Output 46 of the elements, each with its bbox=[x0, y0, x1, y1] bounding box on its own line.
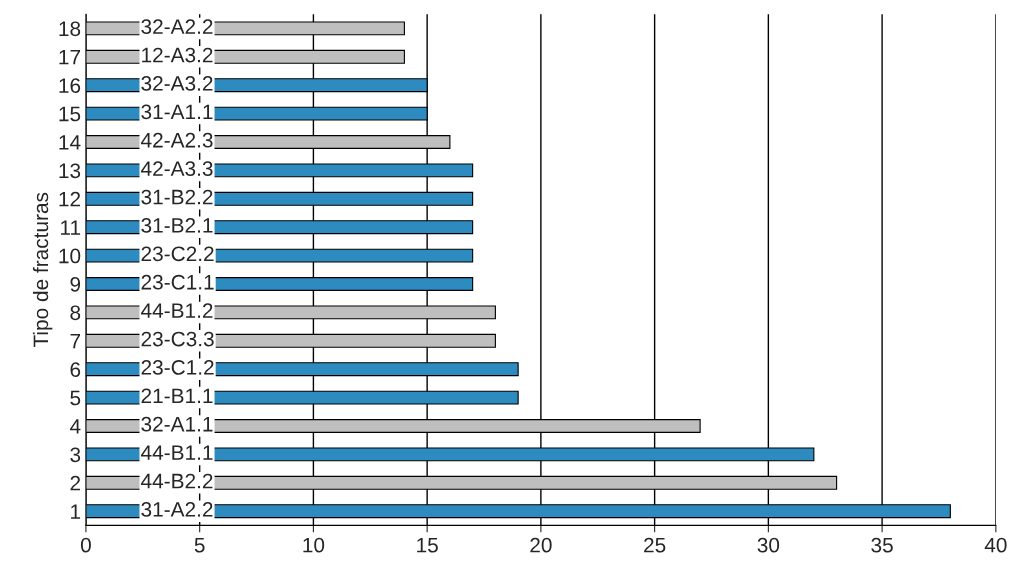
annotation: 42-A3.3 bbox=[141, 161, 213, 176]
annotation: 31-A2.2 bbox=[141, 502, 213, 517]
annotation: 23-C1.2 bbox=[141, 360, 214, 375]
y-tick-label: 6 bbox=[70, 362, 81, 377]
y-tick-label: 16 bbox=[59, 78, 81, 93]
annotation: 32-A1.1 bbox=[141, 416, 213, 432]
annotation: 23-C3.3 bbox=[141, 331, 214, 347]
x-tick-label: 35 bbox=[871, 537, 893, 553]
y-tick-label: 7 bbox=[70, 334, 81, 349]
annotation: 42-A2.3 bbox=[141, 132, 213, 148]
annotation: 12-A3.2 bbox=[142, 47, 213, 63]
y-tick-label: 13 bbox=[59, 163, 81, 179]
y-tick-label: 11 bbox=[61, 220, 81, 235]
y-tick-label: 12 bbox=[59, 191, 81, 207]
x-tick-label: 25 bbox=[644, 537, 666, 553]
y-tick-label: 8 bbox=[70, 305, 81, 321]
x-tick-label: 5 bbox=[194, 537, 205, 553]
annotation: 44-B1.2 bbox=[141, 303, 213, 318]
y-tick-label: 2 bbox=[70, 475, 81, 491]
annotation: 31-B2.1 bbox=[141, 218, 213, 233]
y-tick-label: 1 bbox=[71, 504, 81, 519]
annotation: 44-B1.1 bbox=[141, 445, 213, 460]
annotation: 44-B2.2 bbox=[141, 473, 213, 489]
y-tick-label: 10 bbox=[59, 248, 81, 264]
annotation: 32-A2.2 bbox=[141, 19, 213, 34]
y-tick-label: 15 bbox=[59, 106, 81, 122]
annotation: 23-C2.2 bbox=[141, 246, 214, 262]
annotation: 32-A3.2 bbox=[141, 76, 213, 91]
annotation: 31-A1.1 bbox=[141, 104, 213, 120]
annotation: 21-B1.1 bbox=[141, 388, 213, 403]
x-tick-label: 0 bbox=[80, 537, 91, 553]
y-tick-label: 17 bbox=[59, 50, 81, 65]
x-tick-label: 40 bbox=[984, 537, 1007, 553]
y-axis-title: Tipo de fracturas bbox=[32, 192, 53, 348]
x-tick-label: 30 bbox=[757, 537, 780, 553]
x-tick-label: 20 bbox=[530, 537, 552, 553]
x-tick-label: 10 bbox=[303, 537, 325, 553]
y-tick-label: 5 bbox=[70, 390, 81, 406]
x-tick-label: 15 bbox=[417, 537, 438, 553]
y-tick-label: 3 bbox=[70, 447, 81, 463]
annotation: 31-B2.2 bbox=[141, 189, 213, 205]
annotation: 23-C1.1 bbox=[141, 274, 214, 290]
y-tick-label: 4 bbox=[69, 419, 81, 434]
y-tick-label: 14 bbox=[59, 135, 81, 150]
y-tick-label: 18 bbox=[59, 21, 81, 37]
y-tick-label: 9 bbox=[70, 277, 81, 292]
